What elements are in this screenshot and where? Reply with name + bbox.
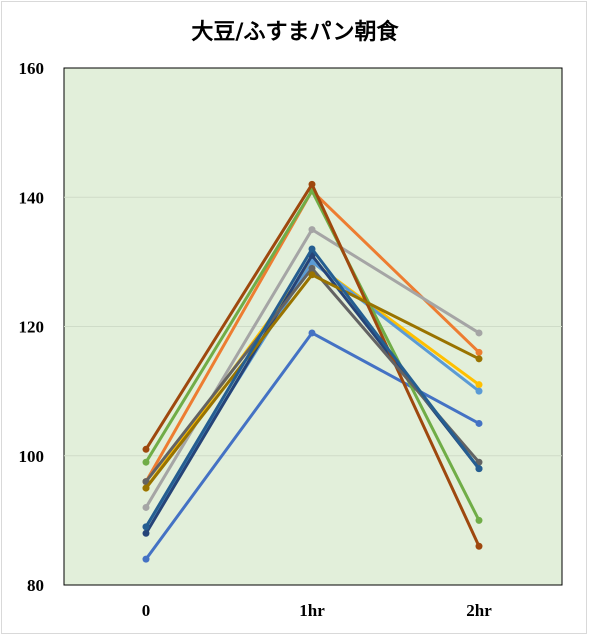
data-point xyxy=(142,478,150,486)
y-tick-label: 80 xyxy=(27,576,44,595)
x-axis-ticks: 0 1hr 2hr xyxy=(142,601,492,620)
data-point xyxy=(475,381,483,389)
series-10 xyxy=(142,271,483,492)
data-point xyxy=(308,264,316,272)
data-point xyxy=(308,226,316,234)
x-tick-label: 1hr xyxy=(299,601,325,620)
data-point xyxy=(142,484,150,492)
series-8 xyxy=(142,180,483,550)
data-point xyxy=(475,419,483,427)
data-point xyxy=(142,458,150,466)
chart-title: 大豆/ふすまパン朝食 xyxy=(191,20,399,45)
data-point xyxy=(142,523,150,531)
data-point xyxy=(475,348,483,356)
y-tick-label: 140 xyxy=(19,188,45,207)
data-point xyxy=(475,387,483,395)
y-axis-ticks: 80 100 120 140 160 xyxy=(19,59,45,595)
x-tick-label: 0 xyxy=(142,601,151,620)
x-tick-label: 2hr xyxy=(466,601,492,620)
data-point xyxy=(142,503,150,511)
series-11 xyxy=(142,245,483,531)
gridlines xyxy=(64,196,562,457)
data-point xyxy=(475,516,483,524)
data-point xyxy=(475,542,483,550)
data-point xyxy=(475,355,483,363)
data-point xyxy=(308,271,316,279)
data-point xyxy=(475,465,483,473)
data-point xyxy=(142,529,150,537)
data-point xyxy=(308,329,316,337)
y-tick-label: 160 xyxy=(19,59,45,78)
data-point xyxy=(475,329,483,337)
y-tick-label: 100 xyxy=(19,447,45,466)
data-point xyxy=(308,180,316,188)
data-point xyxy=(142,555,150,563)
data-point xyxy=(142,445,150,453)
y-tick-label: 120 xyxy=(19,318,45,337)
series-6 xyxy=(142,187,483,524)
series-lines xyxy=(142,180,483,563)
data-point xyxy=(308,245,316,253)
